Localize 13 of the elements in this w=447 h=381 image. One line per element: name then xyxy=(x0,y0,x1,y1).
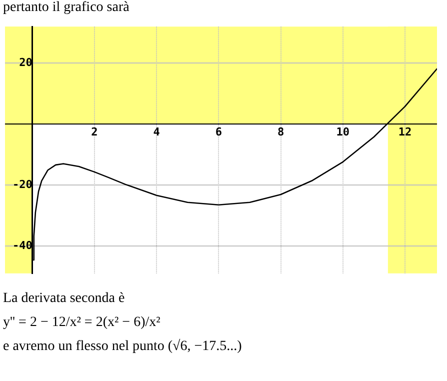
chart-title: pertanto il grafico sarà xyxy=(3,0,130,16)
x-tick-label: 12 xyxy=(398,126,412,139)
x-tick-label: 6 xyxy=(215,126,222,139)
y-tick-label: 20 xyxy=(19,56,32,70)
text: e avremo un flesso nel punto (√6, −17.5...) xyxy=(3,338,242,356)
text: y'' = 2 − 12/x² = 2(x² − 6)/x² xyxy=(3,314,162,332)
x-tick-label: 10 xyxy=(336,126,350,139)
x-tick-label: 4 xyxy=(153,126,160,139)
x-tick-label: 8 xyxy=(277,126,284,139)
y-tick-label: -40 xyxy=(12,238,32,252)
text: La derivata seconda è xyxy=(3,290,126,308)
x-tick-label: 2 xyxy=(91,126,98,139)
y-tick-label: -20 xyxy=(12,178,32,191)
